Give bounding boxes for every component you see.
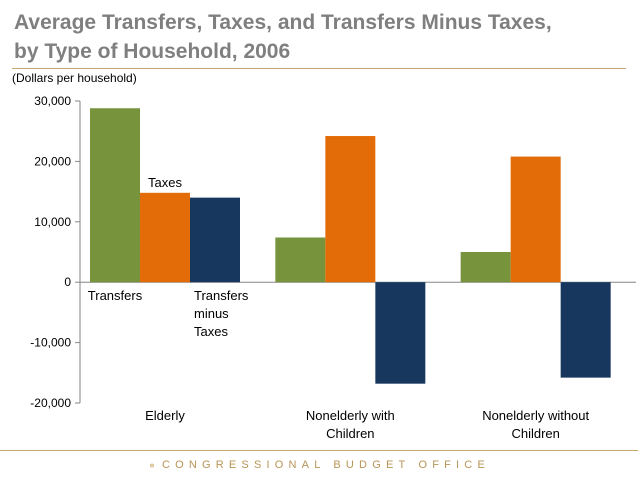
bar-transfers xyxy=(275,237,326,283)
chart-title: Average Transfers, Taxes, and Transfers … xyxy=(14,8,624,66)
bar-transfers-minus-taxes xyxy=(375,282,426,384)
bar-transfers xyxy=(90,108,140,283)
y-tick-label: 20,000 xyxy=(34,154,71,168)
series-label-transfers-minus-taxes: Transfers minus Taxes xyxy=(194,288,249,339)
bar-transfers-minus-taxes xyxy=(560,282,611,378)
bar-transfers xyxy=(460,252,511,283)
series-label-transfers: Transfers xyxy=(88,288,143,303)
y-tick-label: -20,000 xyxy=(30,396,71,410)
footer: CONGRESSIONAL BUDGET OFFICE xyxy=(150,457,490,473)
cbo-seal-icon xyxy=(150,463,154,467)
bar-taxes xyxy=(510,156,561,283)
y-ticks: 30,000 20,000 10,000 0 -10,000 -20,000 xyxy=(30,94,80,410)
y-tick-label: -10,000 xyxy=(30,336,71,350)
footer-divider xyxy=(0,450,638,451)
series-label-taxes: Taxes xyxy=(148,175,182,190)
category-labels: Elderly Nonelderly with Children Nonelderly… xyxy=(145,408,589,441)
chart-title-line-2: by Type of Household, 2006 xyxy=(14,40,291,63)
y-axis-label: (Dollars per household) xyxy=(12,71,137,85)
bars xyxy=(90,108,611,384)
category-label: Elderly xyxy=(145,408,185,423)
y-tick-label: 30,000 xyxy=(34,94,71,108)
bar-taxes xyxy=(140,192,190,283)
y-tick-label: 0 xyxy=(64,275,71,289)
bar-transfers-minus-taxes xyxy=(190,197,240,283)
title-divider xyxy=(12,68,626,69)
bar-taxes xyxy=(325,136,376,283)
category-label: Nonelderly without Children xyxy=(482,408,589,441)
category-label: Nonelderly with Children xyxy=(306,408,395,441)
bar-chart: (Dollars per household) 30,000 20,000 10,0… xyxy=(12,71,636,441)
footer-text: CONGRESSIONAL BUDGET OFFICE xyxy=(161,459,490,471)
chart-title-line-1: Average Transfers, Taxes, and Transfers … xyxy=(14,11,552,34)
y-tick-label: 10,000 xyxy=(34,215,71,229)
series-labels: Transfers Taxes Transfers minus Taxes xyxy=(88,175,249,339)
